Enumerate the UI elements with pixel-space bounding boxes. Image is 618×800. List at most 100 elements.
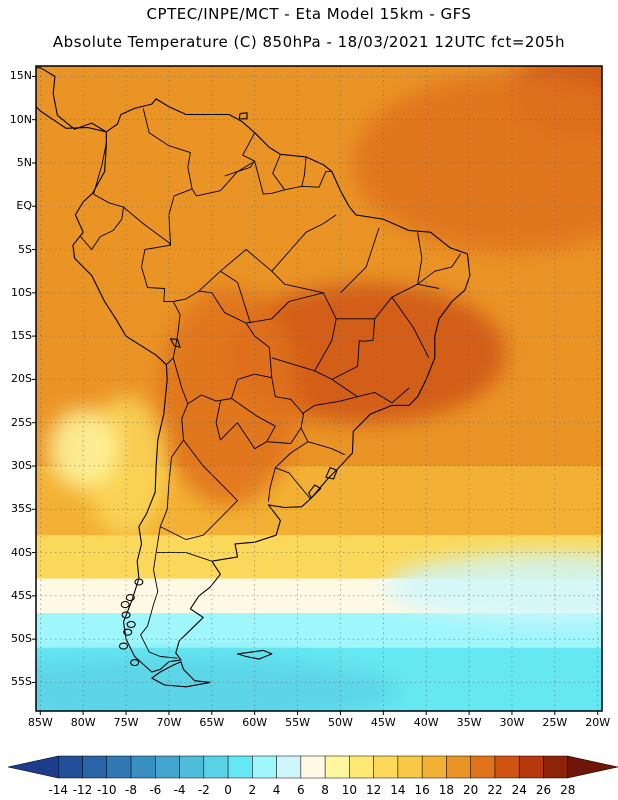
colorbar-swatch bbox=[252, 755, 277, 779]
south-america-coast bbox=[72, 98, 471, 673]
colorbar-swatch bbox=[179, 755, 205, 779]
region-tropical-atlantic bbox=[352, 72, 602, 253]
lon-tick-label: 40W bbox=[413, 716, 439, 729]
lat-tick-label: 50S bbox=[11, 632, 32, 646]
colorbar-swatch bbox=[203, 755, 229, 779]
lat-lon-grid bbox=[36, 66, 602, 711]
lake-titicaca bbox=[170, 338, 181, 348]
border-15 bbox=[340, 227, 380, 294]
border-32 bbox=[215, 401, 221, 441]
border-24 bbox=[301, 396, 358, 415]
lat-tick-label: 5S bbox=[18, 242, 32, 256]
colorbar-swatch bbox=[7, 755, 59, 779]
border-23 bbox=[391, 296, 430, 359]
colorbar-label: 18 bbox=[438, 783, 455, 797]
colorbar-label: 24 bbox=[511, 783, 527, 797]
colorbar-label: 2 bbox=[248, 783, 257, 797]
island-7 bbox=[126, 620, 136, 628]
border-11 bbox=[274, 427, 311, 500]
border-29 bbox=[220, 422, 267, 450]
island-3 bbox=[118, 642, 129, 650]
colorbar-swatch bbox=[300, 755, 326, 779]
border-12 bbox=[267, 467, 276, 502]
border-19 bbox=[198, 270, 251, 324]
lon-tick-label: 55W bbox=[285, 716, 310, 729]
lat-tick-label: 15S bbox=[11, 329, 32, 343]
lon-tick-label: 45W bbox=[370, 716, 396, 729]
colorbar-label: -12 bbox=[72, 783, 93, 797]
colorbar-label: 26 bbox=[535, 783, 552, 797]
tierra-del-fuego bbox=[151, 661, 211, 688]
border-21 bbox=[271, 214, 337, 272]
chart-title-line2: Absolute Temperature (C) 850hPa - 18/03/… bbox=[52, 33, 566, 51]
border-13 bbox=[140, 403, 189, 659]
lat-tick-label: 5N bbox=[16, 155, 32, 169]
colorbar-label: -14 bbox=[48, 783, 69, 797]
lat-tick-label: 55S bbox=[11, 675, 32, 689]
border-18 bbox=[246, 292, 337, 324]
island-6 bbox=[120, 600, 130, 609]
central-america-caribbean bbox=[36, 67, 107, 133]
lon-tick-label: 35W bbox=[456, 716, 482, 729]
border-6 bbox=[272, 154, 286, 191]
lat-tick-label: 45S bbox=[11, 588, 32, 602]
colorbar-label: 28 bbox=[560, 783, 576, 797]
colorbar-swatch bbox=[397, 755, 423, 779]
lon-tick-label: 50W bbox=[328, 716, 353, 729]
lat-tick-label: 15N bbox=[9, 69, 32, 83]
region-south-atlantic-cold bbox=[384, 552, 602, 623]
lat-tick-label: 10N bbox=[9, 112, 32, 126]
lagoa-mirim bbox=[308, 484, 322, 499]
border-22 bbox=[331, 318, 376, 380]
colorbar-label: -6 bbox=[149, 783, 162, 797]
lat-tick-label: 10S bbox=[11, 285, 32, 299]
colorbar-swatch bbox=[494, 755, 520, 779]
colorbar-label: -2 bbox=[197, 783, 210, 797]
colorbar-label: 10 bbox=[341, 783, 358, 797]
colorbar-label: -8 bbox=[125, 783, 138, 797]
colorbar-swatch bbox=[324, 755, 350, 779]
temperature-field bbox=[36, 66, 602, 711]
colorbar-swatch bbox=[349, 755, 374, 779]
colorbar-swatch bbox=[373, 755, 399, 779]
border-16 bbox=[271, 357, 358, 398]
falklands bbox=[236, 649, 273, 660]
colorbar-label: 6 bbox=[297, 783, 305, 797]
island-2 bbox=[123, 628, 133, 636]
border-26 bbox=[307, 441, 345, 456]
colorbar-swatch bbox=[130, 755, 156, 779]
colorbar-label: 22 bbox=[487, 783, 503, 797]
colorbar-label: 0 bbox=[224, 783, 232, 797]
lon-tick-label: 30W bbox=[499, 716, 525, 729]
colorbar-swatch bbox=[543, 755, 568, 779]
colorbar-label: -10 bbox=[96, 783, 117, 797]
lat-tick-label: 35S bbox=[11, 502, 32, 516]
border-27 bbox=[417, 232, 423, 285]
border-2 bbox=[80, 193, 124, 250]
lon-tick-label: 75W bbox=[113, 716, 139, 729]
colorbar-swatch bbox=[155, 755, 180, 779]
island-4 bbox=[130, 658, 140, 667]
colorbar-swatch bbox=[470, 755, 496, 779]
lagoa-dos-patos bbox=[325, 467, 338, 480]
colorbar-swatch bbox=[446, 755, 471, 779]
region-drake-cold bbox=[36, 656, 399, 711]
colorbar bbox=[7, 755, 618, 779]
lat-tick-label: 40S bbox=[11, 545, 32, 559]
border-14 bbox=[224, 160, 255, 177]
map-frame bbox=[35, 65, 603, 712]
lon-tick-label: 70W bbox=[156, 716, 182, 729]
border-1 bbox=[93, 143, 107, 195]
colorbar-label: 8 bbox=[321, 783, 329, 797]
lon-tick-label: 20W bbox=[585, 716, 611, 729]
colorbar-label: 20 bbox=[463, 783, 479, 797]
border-8 bbox=[168, 188, 193, 246]
colorbar-swatch bbox=[82, 755, 108, 779]
border-4 bbox=[196, 132, 256, 197]
lon-tick-label: 85W bbox=[27, 716, 53, 729]
island-5 bbox=[134, 578, 144, 586]
lon-tick-label: 65W bbox=[199, 716, 225, 729]
lat-tick-label: EQ bbox=[16, 199, 32, 213]
colorbar-label: 14 bbox=[390, 783, 406, 797]
